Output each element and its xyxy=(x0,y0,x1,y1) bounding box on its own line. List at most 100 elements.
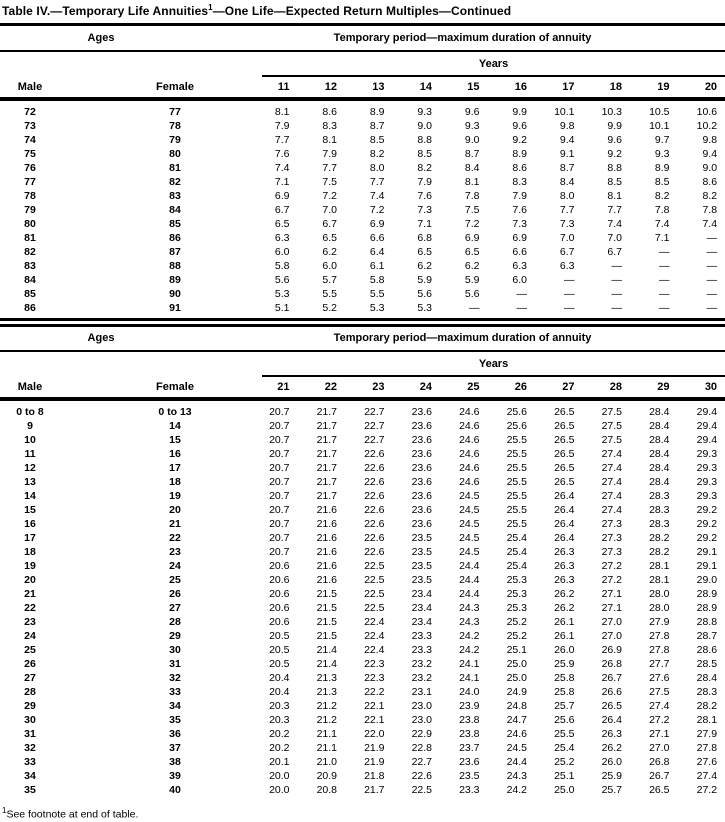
multiple-value-cell: 29.3 xyxy=(696,476,718,488)
multiple-value-cell: 27.2 xyxy=(649,714,670,726)
multiple-value-cell: 23.7 xyxy=(459,742,480,754)
multiple-value-cell: — xyxy=(706,245,718,258)
multiple-value-cell: 10.1 xyxy=(554,105,575,118)
multiple-value-cell: 27.4 xyxy=(601,490,622,502)
multiple-value-cell: 27.8 xyxy=(649,644,670,656)
multiple-value-cell: 7.0 xyxy=(322,203,337,216)
multiple-value-cell: 23.6 xyxy=(411,434,432,446)
multiple-value-cell: 20.7 xyxy=(269,462,290,474)
years-spacer-cell xyxy=(0,351,250,377)
multiple-value-cell: 23.6 xyxy=(411,490,432,502)
male-age-cell: 79 xyxy=(24,203,36,216)
multiple-value-cell: 7.1 xyxy=(417,217,432,230)
multiple-value-cell: 24.4 xyxy=(459,574,480,586)
multiple-value-cell: 22.5 xyxy=(364,574,385,586)
multiple-value-cell: 8.1 xyxy=(322,133,337,146)
multiple-value-cell: 8.1 xyxy=(464,175,480,188)
years-span-cell: Years xyxy=(250,51,725,77)
multiple-value-cell: — xyxy=(706,287,718,300)
male-age-cell: 17 xyxy=(24,532,36,544)
multiple-value-cell: 27.0 xyxy=(601,630,622,642)
multiple-value-cell: 26.4 xyxy=(554,518,575,530)
female-age-cell: 24 xyxy=(169,560,181,572)
multiple-value-cell: 20.6 xyxy=(269,574,290,586)
multiple-value-cell: 21.7 xyxy=(316,406,337,418)
multiple-value-cell: 9.6 xyxy=(512,119,527,132)
multiple-value-cell: 5.5 xyxy=(369,287,385,300)
multiple-value-cell: 22.7 xyxy=(364,434,385,446)
multiple-value-cell: 25.2 xyxy=(506,616,527,628)
multiple-value-cell: 25.3 xyxy=(506,574,527,586)
multiple-value-cell: 24.0 xyxy=(459,686,480,698)
multiple-value-cell: 5.6 xyxy=(274,273,290,286)
year-column-header: 28 xyxy=(582,377,630,401)
multiple-value-cell: 6.1 xyxy=(369,259,385,272)
multiple-value-cell: 26.4 xyxy=(554,490,575,502)
multiple-value-cell: 24.6 xyxy=(459,420,480,432)
female-age-cell: 21 xyxy=(169,518,181,530)
table-row: 12 17 20.7 21.7 22.6 23.6 24.6 25.5 26.5 27.4 28.4… xyxy=(0,461,725,475)
multiple-value-cell: 23.6 xyxy=(411,518,432,530)
multiple-value-cell: 8.0 xyxy=(559,189,575,202)
multiple-value-cell: 8.4 xyxy=(464,161,480,174)
multiple-value-cell: 23.6 xyxy=(411,476,432,488)
multiple-value-cell: 25.5 xyxy=(506,518,527,530)
multiple-value-cell: 23.5 xyxy=(411,560,432,572)
year-column-header: 21 xyxy=(250,377,298,401)
multiple-value-cell: 5.1 xyxy=(274,301,290,314)
multiple-value-cell: 20.7 xyxy=(269,406,290,418)
multiple-value-cell: 9.0 xyxy=(417,119,432,132)
years-label: Years xyxy=(262,53,725,77)
multiple-value-cell: 26.7 xyxy=(601,672,622,684)
female-age-cell: 81 xyxy=(169,161,181,174)
table-row: 15 20 20.7 21.6 22.6 23.6 24.5 25.5 26.4 27.4 28.3… xyxy=(0,503,725,517)
multiple-value-cell: 24.5 xyxy=(459,532,480,544)
multiple-value-cell: 25.9 xyxy=(601,770,622,782)
multiple-value-cell: 24.5 xyxy=(459,518,480,530)
multiple-value-cell: 22.2 xyxy=(364,686,385,698)
male-age-cell: 25 xyxy=(24,644,36,656)
multiple-value-cell: 21.7 xyxy=(316,448,337,460)
annuity-table-years-21-30: Ages Temporary period—maximum duration o… xyxy=(0,323,725,801)
male-age-cell: 80 xyxy=(24,217,36,230)
female-age-cell: 85 xyxy=(169,217,181,230)
multiple-value-cell: 8.3 xyxy=(512,175,527,188)
multiple-value-cell: — xyxy=(564,273,575,286)
multiple-value-cell: 21.1 xyxy=(316,742,337,754)
multiple-value-cell: 25.0 xyxy=(506,658,527,670)
multiple-value-cell: 25.1 xyxy=(506,644,527,656)
multiple-value-cell: 29.2 xyxy=(696,504,718,516)
multiple-value-cell: 9.0 xyxy=(464,133,480,146)
multiple-value-cell: 5.3 xyxy=(417,301,432,314)
multiple-value-cell: 21.7 xyxy=(316,476,337,488)
multiple-value-cell: 7.7 xyxy=(369,175,385,188)
multiple-value-cell: 9.8 xyxy=(559,119,575,132)
span-header-row: Ages Temporary period—maximum duration o… xyxy=(0,24,725,52)
male-age-cell: 76 xyxy=(24,161,36,174)
multiple-value-cell: 27.4 xyxy=(649,700,670,712)
male-age-cell: 78 xyxy=(24,189,36,202)
multiple-value-cell: 9.7 xyxy=(654,133,670,146)
multiple-value-cell: 6.7 xyxy=(274,203,290,216)
multiple-value-cell: 22.3 xyxy=(364,672,385,684)
multiple-value-cell: 9.3 xyxy=(464,119,480,132)
multiple-value-cell: 20.5 xyxy=(269,630,290,642)
multiple-value-cell: 8.9 xyxy=(369,105,385,118)
multiple-value-cell: — xyxy=(611,287,623,300)
table-body: 0 to 8 0 to 13 20.7 21.7 22.7 23.6 24.6 25.6 26.… xyxy=(0,399,725,800)
multiple-value-cell: 21.4 xyxy=(316,658,337,670)
multiple-value-cell: 7.6 xyxy=(274,147,290,160)
multiple-value-cell: 20.7 xyxy=(269,546,290,558)
female-age-cell: 86 xyxy=(169,231,181,244)
female-age-cell: 35 xyxy=(169,714,181,726)
multiple-value-cell: 26.5 xyxy=(554,434,575,446)
multiple-value-cell: 27.0 xyxy=(649,742,670,754)
female-age-cell: 28 xyxy=(169,616,181,628)
multiple-value-cell: 26.2 xyxy=(554,588,575,600)
multiple-value-cell: 21.6 xyxy=(316,574,337,586)
year-column-header: 24 xyxy=(392,377,440,401)
table-row: 86 91 5.1 5.2 5.3 5.3 — — — — — — xyxy=(0,301,725,320)
multiple-value-cell: 10.2 xyxy=(696,119,718,132)
multiple-value-cell: 22.4 xyxy=(364,644,385,656)
female-age-cell: 82 xyxy=(169,175,181,188)
